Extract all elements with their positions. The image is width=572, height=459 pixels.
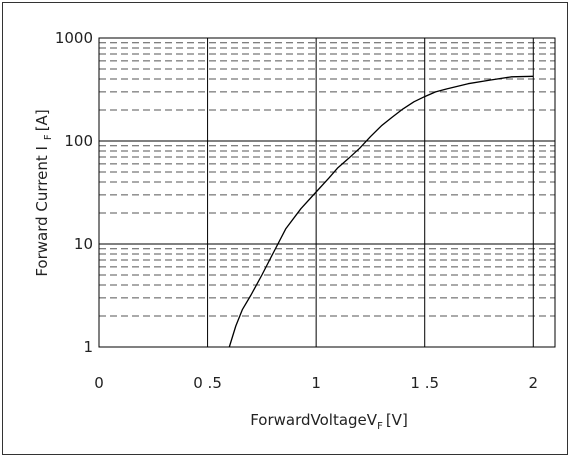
series-line-0 xyxy=(228,75,534,348)
y-tick-label: 10 xyxy=(74,235,93,253)
y-tick-label: 100 xyxy=(64,132,93,150)
y-tick-label: 1 xyxy=(83,338,93,356)
series-layer xyxy=(228,75,534,348)
y-axis-label: Forward Current IF[A] xyxy=(33,109,54,276)
forward-characteristics-chart: 1 10 100 1000 0 0 .5 1 1 .5 2 ForwardVoltageVF [V… xyxy=(33,29,556,432)
chart-frame: 1 10 100 1000 0 0 .5 1 1 .5 2 ForwardVoltageVF [V… xyxy=(2,2,568,455)
x-tick-label: 1 .5 xyxy=(410,374,439,392)
x-tick-label: 0 .5 xyxy=(193,374,222,392)
y-tick-label: 1000 xyxy=(55,29,93,47)
plot-area-border xyxy=(98,37,556,348)
tick-labels: 1 10 100 1000 0 0 .5 1 1 .5 2 xyxy=(55,29,538,392)
x-tick-label: 0 xyxy=(94,374,104,392)
x-tick-label: 1 xyxy=(311,374,321,392)
x-tick-label: 2 xyxy=(529,374,539,392)
x-axis-label: ForwardVoltageVF [V] xyxy=(250,411,408,432)
grid xyxy=(99,37,555,348)
